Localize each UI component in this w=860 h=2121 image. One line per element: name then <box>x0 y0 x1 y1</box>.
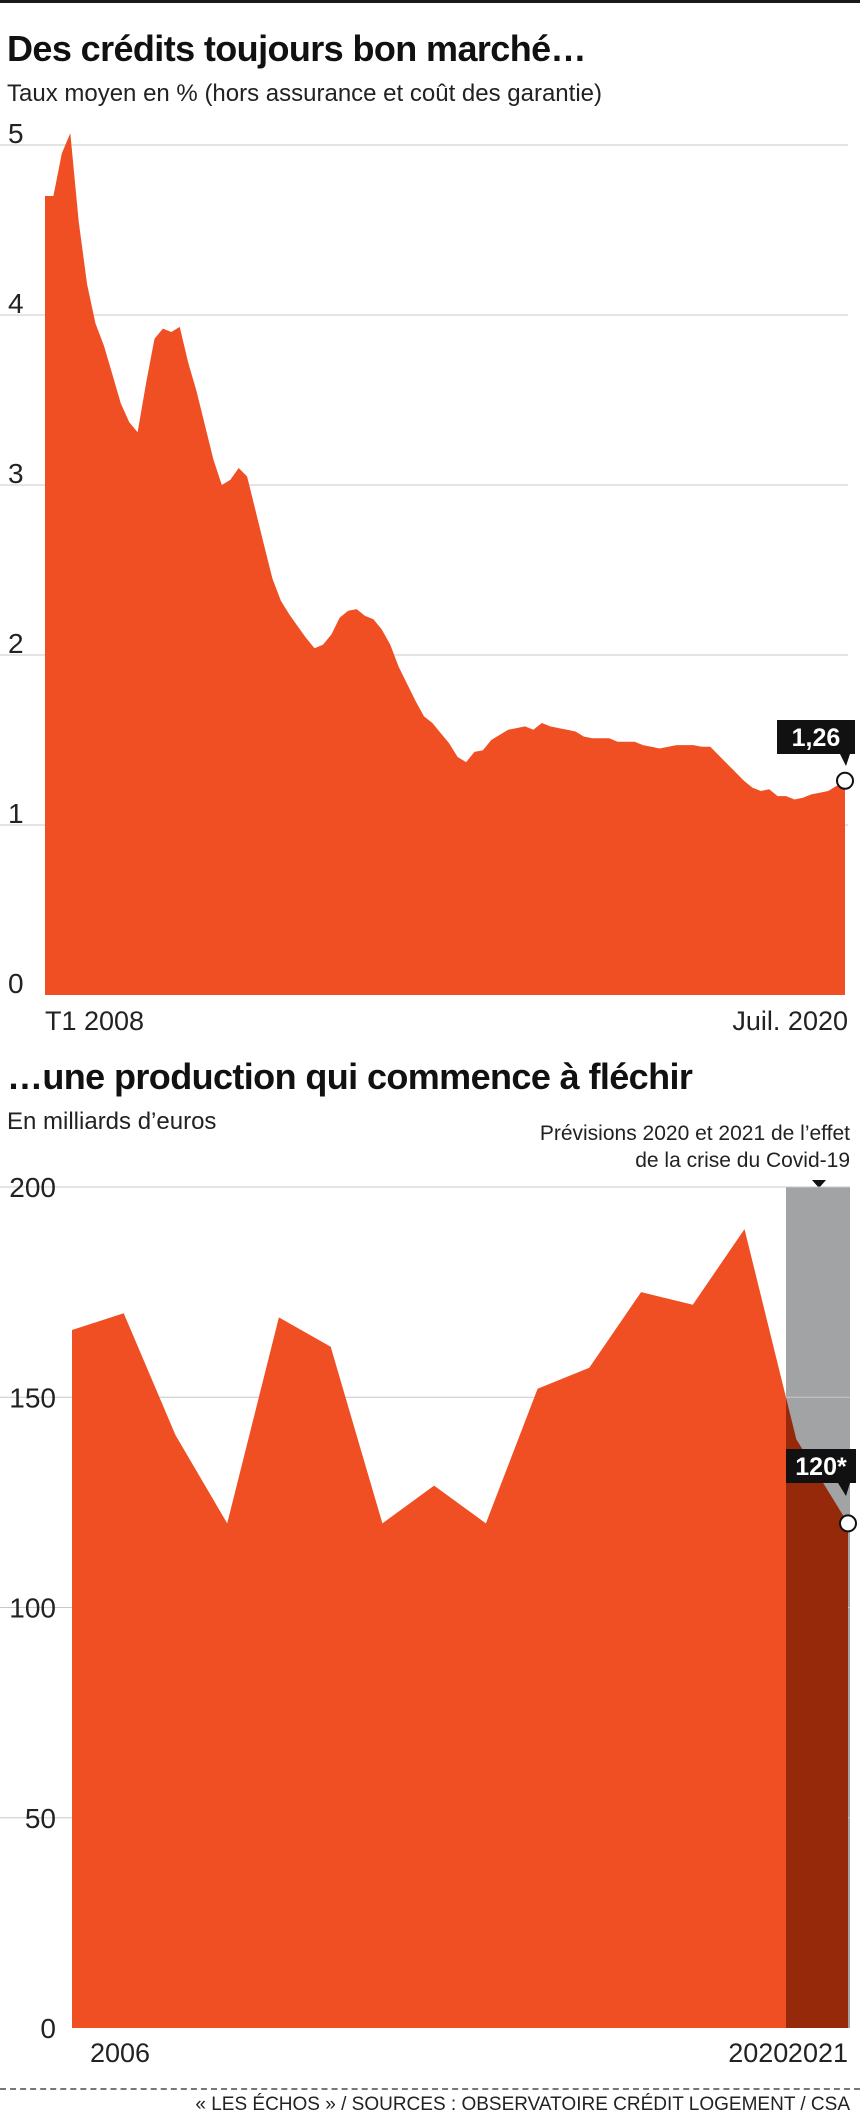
source-credit: « LES ÉCHOS » / SOURCES : OBSERVATOIRE C… <box>195 2094 850 2115</box>
chart2-subtitle: En milliards d’euros <box>7 1108 217 1135</box>
y-tick-label: 0 <box>8 968 24 999</box>
y-tick-label: 200 <box>9 1172 56 1203</box>
x-tick-label: 2021 <box>788 2038 848 2068</box>
chart1-rate-area-chart: 0 1 2 3 4 5 T1 2008 Juil. 2020 1,26 <box>0 118 855 1036</box>
y-tick-label: 3 <box>8 458 24 489</box>
callout-label: 1,26 <box>792 724 841 752</box>
forecast-pointer <box>812 1180 826 1188</box>
callout-pointer <box>838 1483 850 1496</box>
callout-box <box>777 720 855 754</box>
last-value-marker <box>836 771 854 790</box>
y-tick-label: 4 <box>8 288 24 319</box>
footer-divider <box>0 2088 860 2090</box>
production-forecast-area <box>786 1397 848 2028</box>
y-tick-label: 0 <box>40 2013 56 2044</box>
top-rule <box>0 0 860 3</box>
chart1-subtitle: Taux moyen en % (hors assurance et coût … <box>7 80 602 107</box>
forecast-note: Prévisions 2020 et 2021 de l’effet de la… <box>430 1120 850 1174</box>
last-value-marker <box>839 1514 857 1533</box>
chart1-title: Des crédits toujours bon marché… <box>7 28 587 69</box>
forecast-note-line2: de la crise du Covid-19 <box>635 1149 850 1172</box>
x-tick-label: 2006 <box>90 2038 150 2068</box>
production-area-series <box>72 1229 786 2028</box>
callout-pointer <box>840 754 850 766</box>
chart2-title: …une production qui commence à fléchir <box>7 1056 693 1097</box>
x-tick-label: Juil. 2020 <box>732 1006 848 1036</box>
y-tick-label: 50 <box>25 1803 56 1834</box>
y-tick-label: 150 <box>9 1382 56 1413</box>
x-tick-label: 2020 <box>728 2038 788 2068</box>
y-tick-label: 2 <box>8 628 24 659</box>
y-tick-label: 5 <box>8 118 24 149</box>
forecast-note-line1: Prévisions 2020 et 2021 de l’effet <box>539 1122 850 1145</box>
rate-area-series <box>45 133 845 996</box>
y-tick-label: 100 <box>9 1593 56 1624</box>
y-tick-label: 1 <box>8 798 24 829</box>
callout-label: 120* <box>795 1453 847 1481</box>
x-tick-label: T1 2008 <box>45 1006 144 1036</box>
callout-box <box>786 1449 856 1483</box>
